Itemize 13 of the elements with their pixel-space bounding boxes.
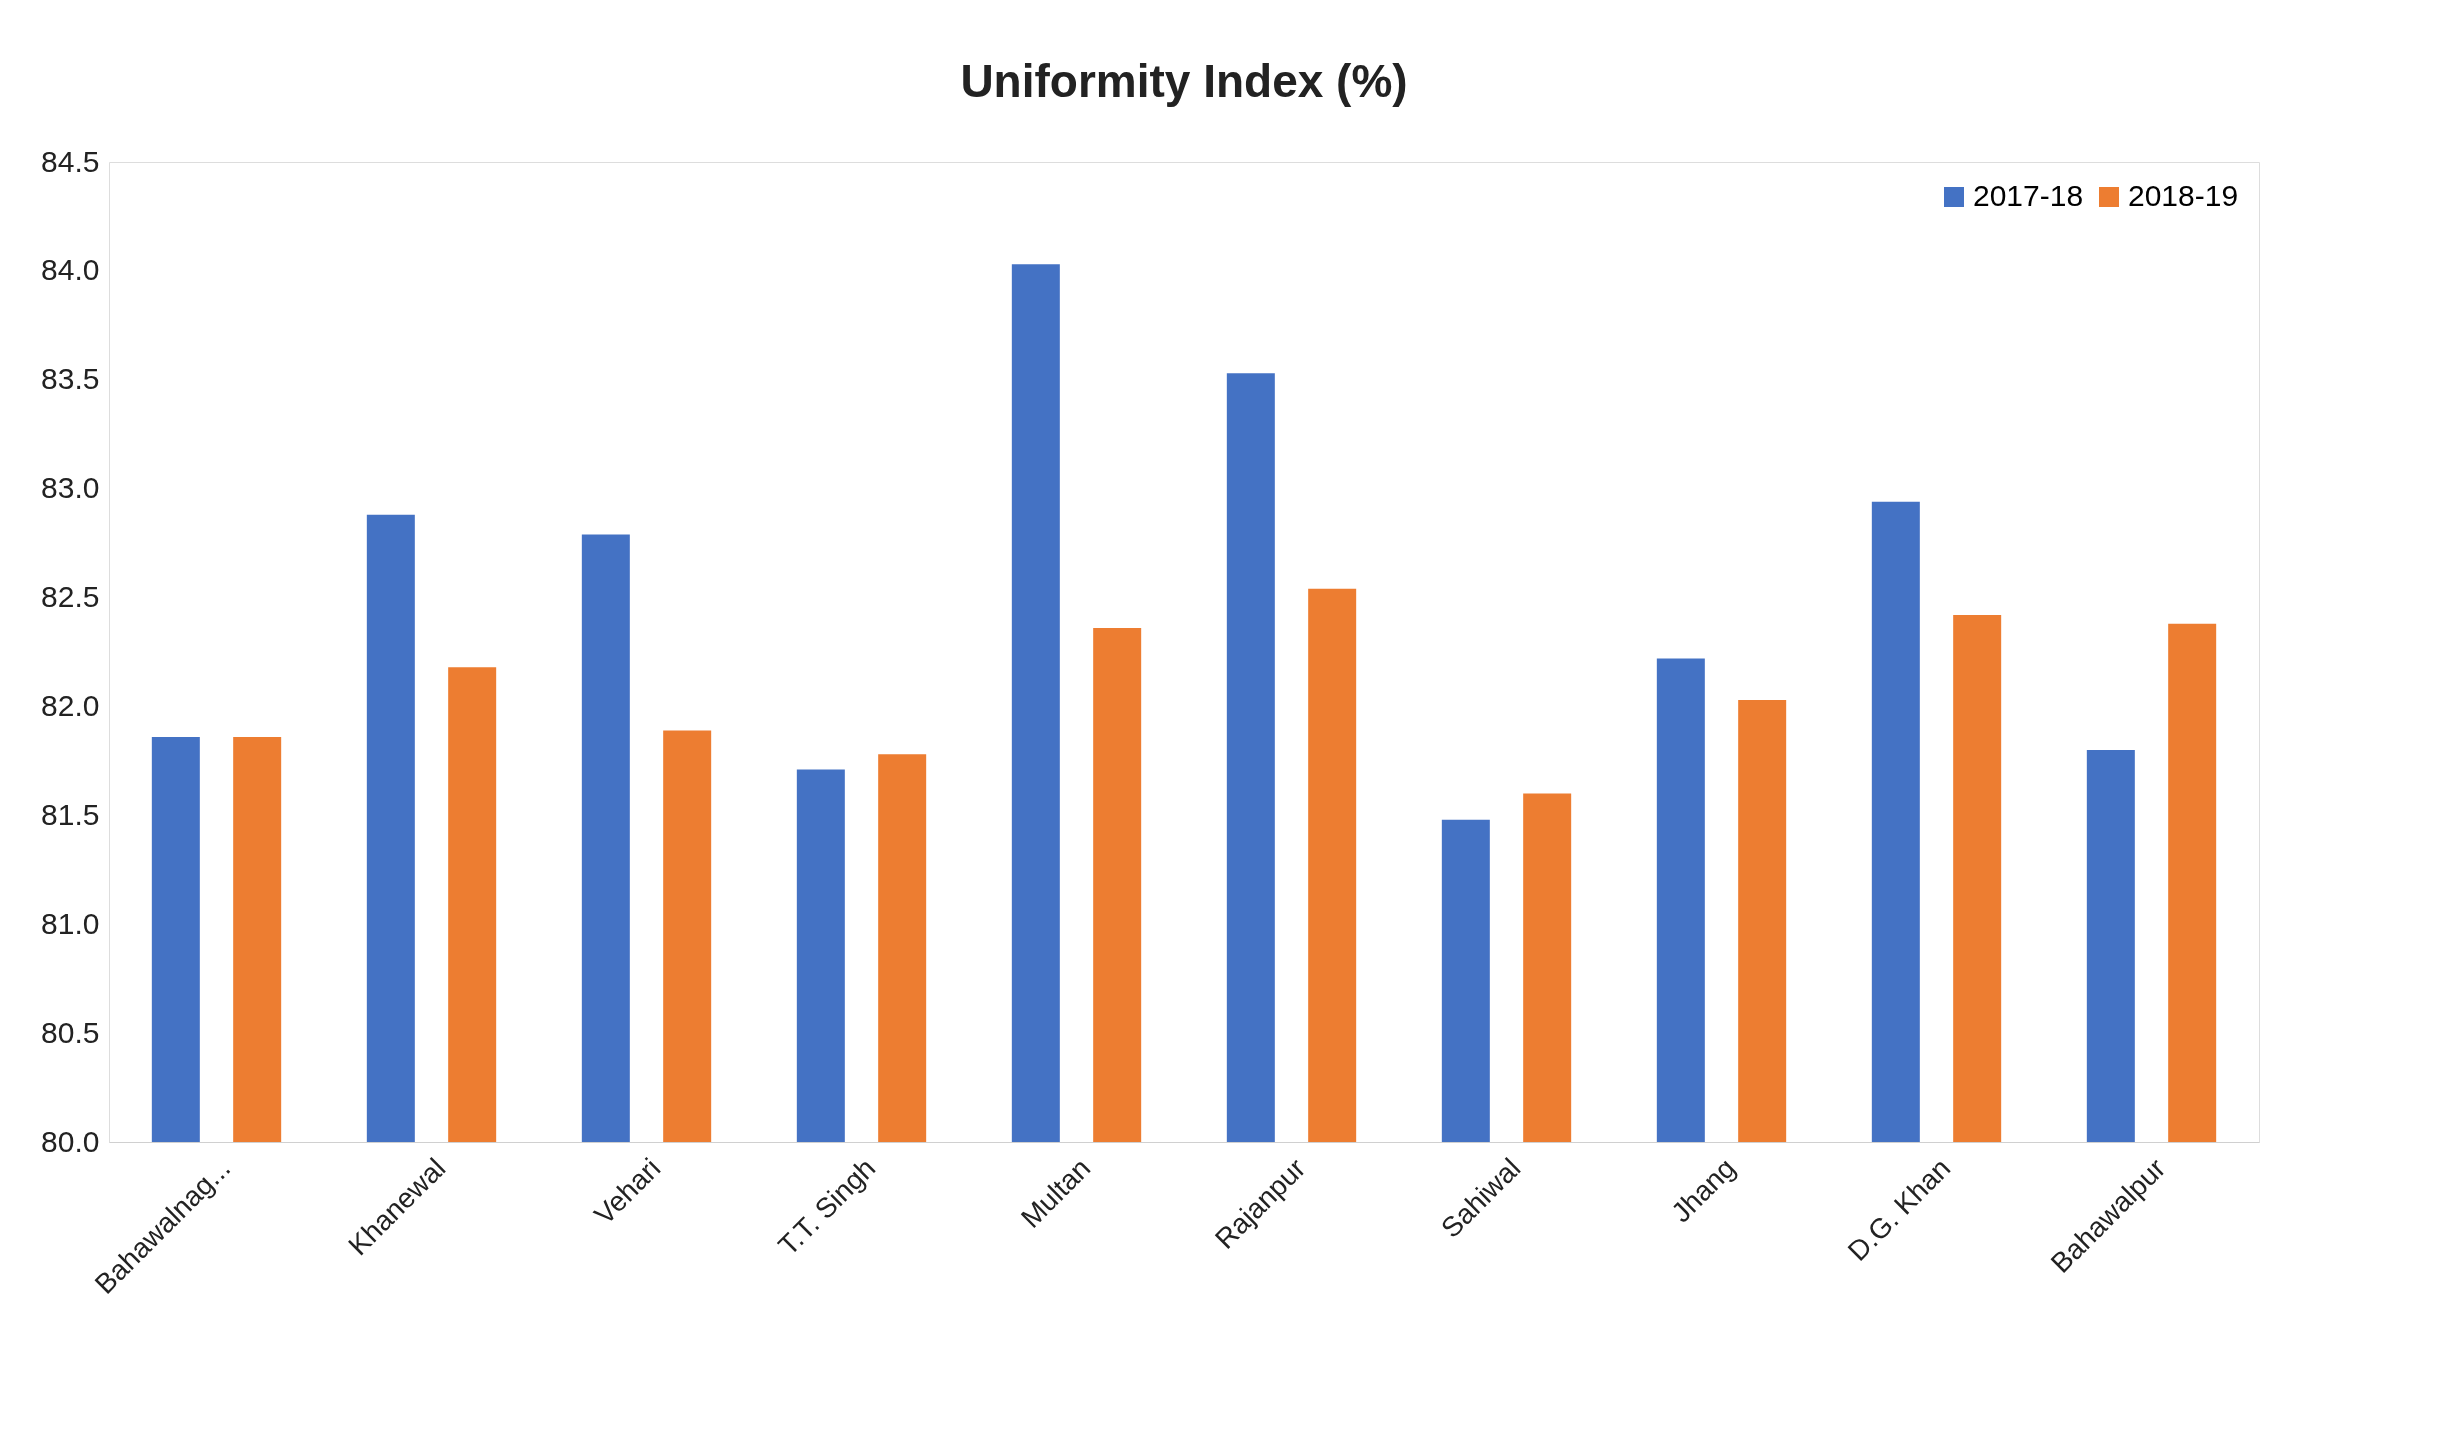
- y-tick-label: 84.5: [41, 144, 100, 178]
- y-tick-label: 82.0: [41, 688, 100, 722]
- y-tick-label: 80.5: [41, 1015, 100, 1049]
- y-tick-label: 83.0: [41, 471, 100, 505]
- legend-label: 2018-19: [2128, 179, 2239, 212]
- y-tick-label: 83.5: [41, 362, 100, 396]
- legend-label: 2017-18: [1973, 179, 2084, 212]
- y-tick-label: 81.0: [41, 906, 100, 940]
- y-tick-label: 84.0: [41, 253, 100, 287]
- chart-title: Uniformity Index (%): [960, 55, 1408, 107]
- y-tick-label: 80.0: [41, 1124, 100, 1158]
- y-tick-label: 81.5: [41, 797, 100, 831]
- y-tick-label: 82.5: [41, 580, 100, 614]
